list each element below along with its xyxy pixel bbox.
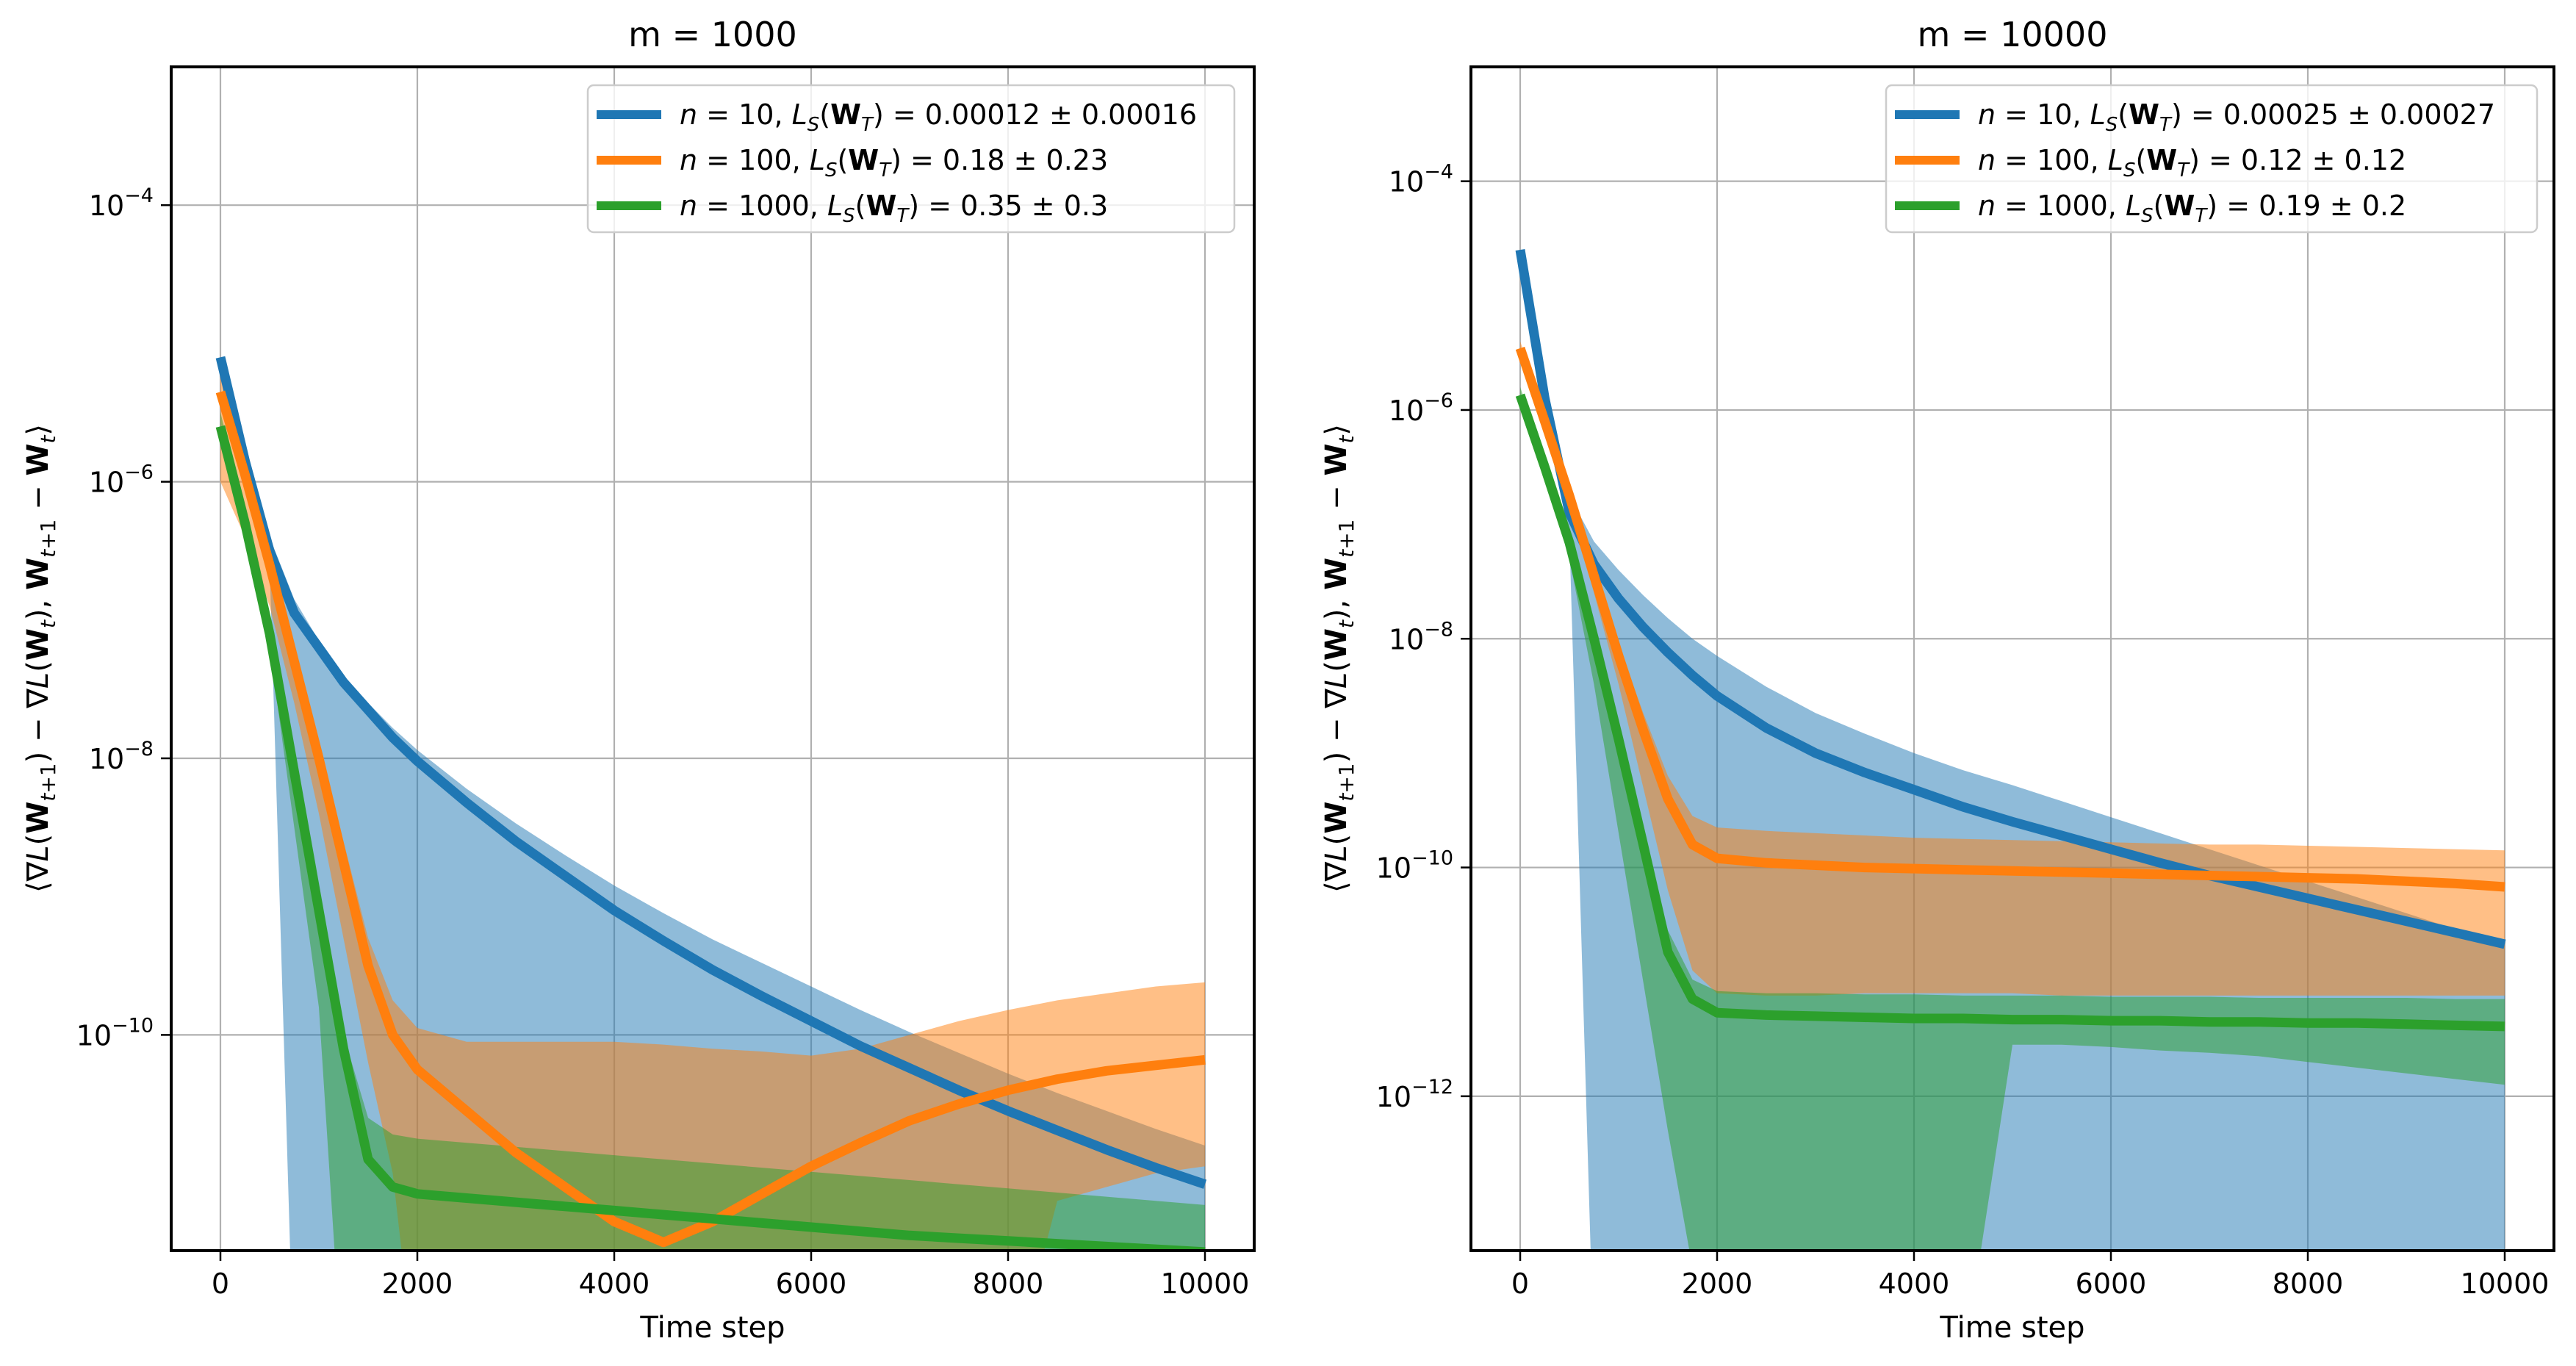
- x-tick-label: 6000: [2076, 1268, 2147, 1300]
- axes-frame: [1469, 65, 2555, 1252]
- legend-label: n = 100, LS(WT) = 0.18 ± 0.23: [680, 144, 1108, 181]
- legend-item: n = 10, LS(WT) = 0.00025 ± 0.00027: [1895, 98, 2495, 136]
- svg-text:⟨∇L(Wt+1) − ∇L(Wt), Wt+1 − Wt⟩: ⟨∇L(Wt+1) − ∇L(Wt), Wt+1 − Wt⟩: [21, 424, 60, 893]
- y-tick-label: 10−10: [1376, 847, 1453, 885]
- x-tick-label: 10000: [1161, 1268, 1250, 1300]
- y-tick-label: 10−6: [89, 461, 154, 499]
- y-ticks: 10−4 10−6 10−8 10−10 10−12: [1376, 161, 1471, 1113]
- x-tick-label: 0: [212, 1268, 229, 1300]
- y-axis-label: ⟨∇L(Wt+1) − ∇L(Wt), Wt+1 − Wt⟩: [1320, 424, 1359, 893]
- series-lines: [215, 356, 1207, 1251]
- legend-item: n = 10, LS(WT) = 0.00012 ± 0.00016: [597, 98, 1197, 136]
- x-axis-label: Time step: [1939, 1311, 2084, 1345]
- y-tick-label: 10−12: [1376, 1076, 1453, 1113]
- y-tick-label: 10−4: [89, 184, 154, 222]
- series-lines: [1515, 248, 2506, 1032]
- subplot-m-1000: m = 1000 0 2000 4000 6000 8000 10000 10−4 10−6…: [21, 15, 1256, 1345]
- legend-box: [1885, 84, 2539, 234]
- axes-frame: [170, 65, 1256, 1252]
- x-tick-label: 2000: [1682, 1268, 1753, 1300]
- x-tick-label: 6000: [776, 1268, 847, 1300]
- legend-item: n = 1000, LS(WT) = 0.35 ± 0.3: [597, 190, 1108, 227]
- band-n1000: [1520, 387, 2505, 1251]
- y-tick-label: 10−8: [1389, 618, 1453, 655]
- x-tick-label: 2000: [382, 1268, 453, 1300]
- x-tick-label: 4000: [579, 1268, 650, 1300]
- band-n100: [220, 371, 1205, 1251]
- x-axis-label: Time step: [639, 1311, 785, 1345]
- x-ticks: 0 2000 4000 6000 8000 10000: [1511, 1251, 2550, 1300]
- y-tick-label: 10−8: [89, 738, 154, 775]
- legend: n = 10, LS(WT) = 0.00025 ± 0.00027 n = 10…: [1885, 84, 2539, 234]
- legend-item: n = 100, LS(WT) = 0.18 ± 0.23: [597, 144, 1108, 181]
- y-axis-label: ⟨∇L(Wt+1) − ∇L(Wt), Wt+1 − Wt⟩: [21, 424, 60, 893]
- x-tick-label: 8000: [973, 1268, 1044, 1300]
- subplot-title: m = 10000: [1918, 15, 2108, 54]
- y-tick-label: 10−10: [76, 1014, 154, 1052]
- y-tick-label: 10−6: [1389, 389, 1453, 427]
- x-tick-label: 4000: [1879, 1268, 1950, 1300]
- svg-text:⟨∇L(Wt+1) − ∇L(Wt), Wt+1 − Wt⟩: ⟨∇L(Wt+1) − ∇L(Wt), Wt+1 − Wt⟩: [1320, 424, 1359, 893]
- legend: n = 10, LS(WT) = 0.00012 ± 0.00016 n = 10…: [586, 84, 1236, 234]
- legend-label: n = 1000, LS(WT) = 0.19 ± 0.2: [1978, 190, 2406, 227]
- legend-label: n = 1000, LS(WT) = 0.35 ± 0.3: [680, 190, 1108, 227]
- legend-item: n = 100, LS(WT) = 0.12 ± 0.12: [1895, 144, 2406, 181]
- x-ticks: 0 2000 4000 6000 8000 10000: [212, 1251, 1250, 1300]
- legend-box: [586, 84, 1236, 234]
- legend-label: n = 10, LS(WT) = 0.00012 ± 0.00016: [680, 98, 1197, 136]
- x-tick-label: 8000: [2273, 1268, 2344, 1300]
- legend-label: n = 10, LS(WT) = 0.00025 ± 0.00027: [1978, 98, 2495, 136]
- confidence-bands: [1520, 250, 2505, 1251]
- x-tick-label: 0: [1511, 1268, 1529, 1300]
- y-tick-label: 10−4: [1389, 161, 1453, 198]
- legend-label: n = 100, LS(WT) = 0.12 ± 0.12: [1978, 144, 2406, 181]
- confidence-bands: [220, 357, 1205, 1251]
- band-n10: [220, 357, 1205, 1251]
- band-n100: [1520, 341, 2505, 996]
- legend-item: n = 1000, LS(WT) = 0.19 ± 0.2: [1895, 190, 2406, 227]
- x-tick-label: 10000: [2461, 1268, 2550, 1300]
- subplot-m-10000: m = 10000 0 2000 4000 6000 8000 10000 10−410−…: [1320, 15, 2555, 1345]
- y-ticks: 10−4 10−6 10−8 10−10: [76, 184, 171, 1052]
- subplot-title: m = 1000: [628, 15, 797, 54]
